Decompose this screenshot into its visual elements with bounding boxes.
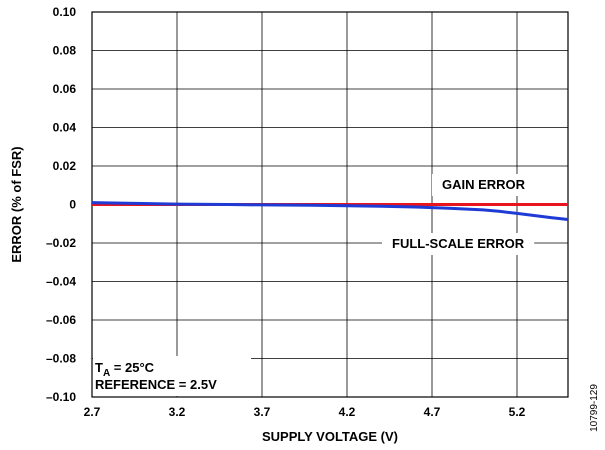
y-tick-label: 0	[69, 198, 76, 212]
temperature-condition: TA = 25°C	[95, 360, 155, 379]
x-tick-label: 4.7	[424, 405, 441, 419]
full-scale-error-label: FULL-SCALE ERROR	[392, 236, 525, 251]
reference-condition: REFERENCE = 2.5V	[95, 377, 217, 392]
y-tick-label: 0.08	[53, 44, 77, 58]
figure-id: 10799-129	[589, 384, 600, 432]
y-tick-label: 0.02	[53, 159, 77, 173]
x-tick-label: 4.2	[339, 405, 356, 419]
series-lines	[91, 201, 569, 221]
x-axis-title: SUPPLY VOLTAGE (V)	[262, 429, 398, 444]
y-tick-label: –0.10	[46, 390, 76, 404]
y-tick-labels: 0.10 0.08 0.06 0.04 0.02 0 –0.02 –0.04 –0.06 –0.0…	[46, 5, 76, 404]
temp-suffix: = 25°C	[110, 360, 154, 375]
x-tick-label: 2.7	[84, 405, 101, 419]
x-tick-labels: 2.7 3.2 3.7 4.2 4.7 5.2	[84, 405, 526, 419]
y-tick-label: –0.08	[46, 352, 76, 366]
x-tick-label: 3.2	[169, 405, 186, 419]
full-scale-error-line	[91, 201, 569, 221]
y-tick-label: –0.04	[46, 275, 76, 289]
temp-prefix: T	[95, 360, 103, 375]
y-tick-label: –0.06	[46, 313, 76, 327]
x-tick-label: 5.2	[509, 405, 526, 419]
y-tick-label: 0.06	[53, 82, 77, 96]
gain-error-label-bg	[432, 174, 536, 196]
x-tick-label: 3.7	[254, 405, 271, 419]
full-scale-error-label-bg	[382, 233, 535, 255]
y-tick-label: –0.02	[46, 236, 76, 250]
y-tick-label: 0.04	[53, 121, 77, 135]
y-axis-title: ERROR (% of FSR)	[9, 146, 24, 262]
gain-error-label: GAIN ERROR	[442, 177, 526, 192]
temp-subscript: A	[103, 368, 110, 379]
y-tick-label: 0.10	[53, 5, 77, 19]
conditions-box-bg	[93, 356, 251, 396]
